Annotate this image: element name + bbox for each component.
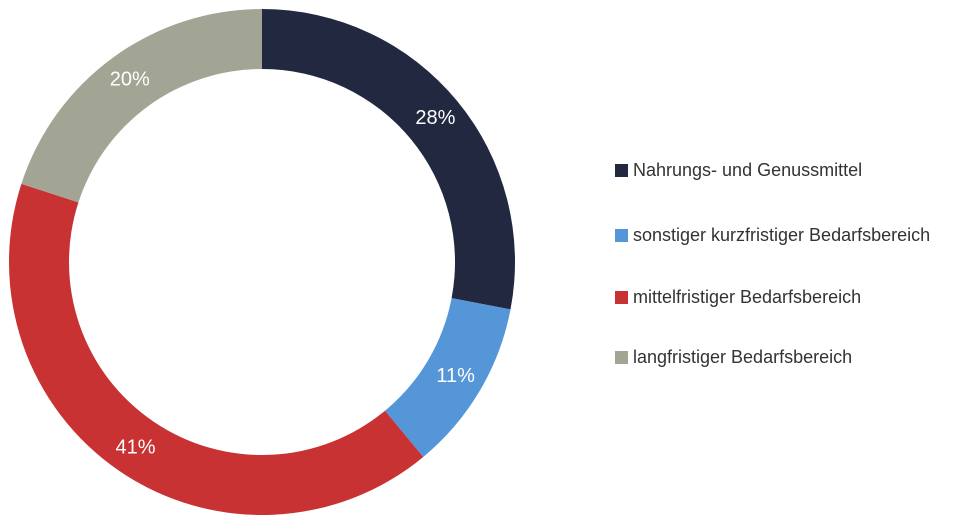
legend-swatch <box>615 229 628 242</box>
legend-label: Nahrungs- und Genussmittel <box>633 160 863 180</box>
legend-swatch <box>615 164 628 177</box>
legend-swatch <box>615 291 628 304</box>
donut-segment <box>385 298 511 457</box>
donut-segment <box>262 9 515 310</box>
data-label: 28% <box>415 107 455 129</box>
legend-label: sonstiger kurzfristiger Bedarfsbereich <box>633 225 931 245</box>
legend-item: langfristiger Bedarfsbereich <box>615 343 945 371</box>
legend-label: langfristiger Bedarfsbereich <box>633 347 853 367</box>
data-label: 20% <box>110 68 150 90</box>
data-label: 41% <box>116 436 156 458</box>
data-label: 11% <box>436 365 475 387</box>
legend-label: mittelfristiger Bedarfsbereich <box>633 287 862 307</box>
donut: 28% 11% 41% 20% <box>9 9 515 516</box>
legend-swatch <box>615 351 628 364</box>
donut-segment <box>9 183 424 516</box>
legend-item: sonstiger kurzfristiger Bedarfsbereich <box>615 221 945 249</box>
legend-item: mittelfristiger Bedarfsbereich <box>615 283 945 311</box>
legend-item: Nahrungs- und Genussmittel <box>615 156 945 184</box>
donut-segment <box>21 9 262 203</box>
